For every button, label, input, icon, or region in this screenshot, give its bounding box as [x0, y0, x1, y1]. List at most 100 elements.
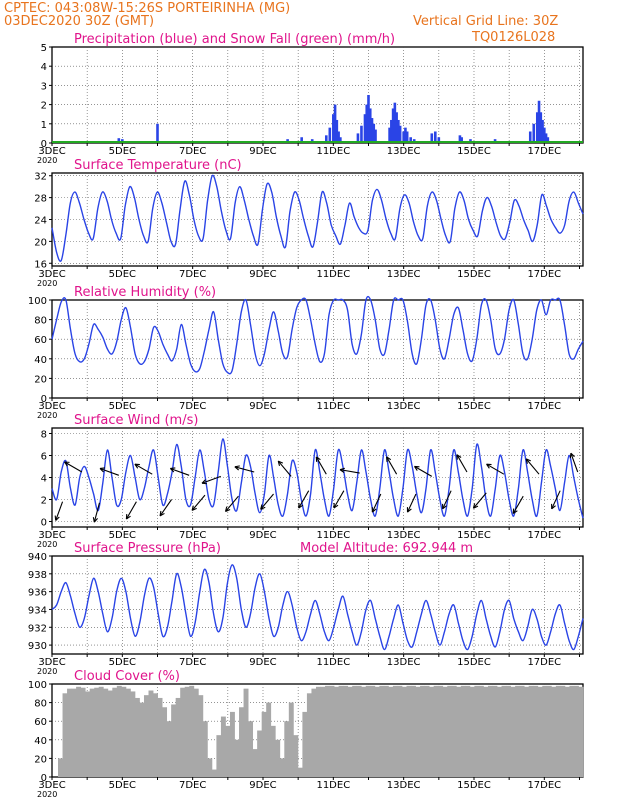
cloud-bar [338, 685, 344, 777]
cloud-bar [85, 691, 91, 777]
wind-arrowhead [570, 452, 575, 458]
precip-bar [368, 108, 372, 143]
precip-bar [370, 118, 374, 143]
wind-arrowhead [371, 508, 377, 513]
precip-bar [398, 125, 402, 143]
x-tick-label: 15DEC [457, 146, 491, 157]
wind-arrowhead [551, 505, 556, 510]
precip-bar [458, 135, 462, 143]
plot-frame [51, 299, 584, 399]
wind-vector [486, 463, 505, 475]
cloud-bar [497, 686, 502, 777]
wind-arrowhead [159, 512, 165, 517]
y-tick-label: 8 [41, 430, 47, 441]
x-tick-label: 15DEC [457, 401, 491, 412]
precip-bar [367, 95, 370, 143]
cloud-bar [320, 686, 326, 777]
wind-arrowhead [525, 458, 531, 462]
y-tick-label: 932 [28, 623, 47, 634]
precip-bar [528, 131, 532, 143]
wind-arrowhead [315, 456, 321, 461]
cloud-bar [388, 686, 394, 777]
y-tick-label: 934 [28, 605, 47, 616]
year-label: 2020 [37, 279, 57, 288]
wind-arrowhead [234, 466, 240, 471]
y-tick-label: 80 [34, 316, 47, 327]
wind-vector [201, 475, 221, 484]
y-tick-label: 2 [41, 496, 47, 507]
cloud-bar [157, 697, 163, 777]
precip-bar [339, 137, 342, 143]
y-tick-label: 20 [34, 237, 47, 248]
cloud-bar [542, 685, 548, 777]
wind-arrowhead [191, 507, 197, 511]
year-label: 2020 [37, 667, 57, 676]
panel-cloud: 3DEC 5DEC 7DEC 9DEC 11DEC 13DEC 15DEC 17DEC2020… [28, 669, 584, 799]
plot-frame [51, 46, 584, 144]
cloud-bar [98, 686, 104, 777]
wind-arrowhead [525, 458, 528, 464]
x-tick-label: 9DEC [249, 657, 276, 668]
x-tick-label: 7DEC [179, 146, 206, 157]
cloud-bar [148, 690, 154, 777]
cloud-bar [392, 685, 398, 777]
cloud-bar [546, 685, 552, 777]
x-tick-label: 7DEC [179, 269, 206, 280]
wind-vector [277, 460, 292, 477]
wind-arrowhead [442, 505, 447, 510]
wind-arrowhead [339, 469, 345, 473]
precip-bar [544, 133, 548, 143]
cloud-bar [288, 702, 294, 777]
y-tick-label: 3 [41, 81, 47, 92]
rh-line [51, 295, 584, 375]
x-tick-label: 11DEC [316, 269, 350, 280]
precip-bar [437, 137, 441, 143]
cloud-bar [207, 758, 213, 777]
precip-bar [537, 100, 541, 143]
y-tick-label: 32 [34, 172, 47, 183]
x-tick-label: 17DEC [527, 269, 561, 280]
y-tick-label: 40 [34, 355, 47, 366]
x-tick-label: 3DEC [38, 657, 65, 668]
wind-arrowhead [472, 503, 476, 509]
header: CPTEC: 043:08W-15:26S PORTEIRINHA (MG) 0… [4, 1, 558, 45]
precip-bar [156, 123, 159, 143]
cloud-bar [80, 687, 86, 777]
x-tick-label: 9DEC [249, 401, 276, 412]
wind-arrowhead [339, 467, 345, 471]
cloud-bar [492, 685, 498, 777]
cloud-bar [533, 685, 539, 777]
wind-vector [473, 492, 487, 509]
cloud-bar [266, 702, 272, 777]
cloud-bar [370, 685, 376, 777]
wind-vector [339, 469, 360, 474]
cloud-bar [524, 686, 530, 777]
precip-bar [535, 112, 539, 143]
precip-bar [356, 133, 360, 143]
precip-bar [390, 119, 393, 143]
cloud-bar [501, 685, 507, 777]
x-tick-label: 11DEC [316, 657, 350, 668]
x-tick-label: 17DEC [527, 401, 561, 412]
x-tick-label: 17DEC [527, 530, 561, 541]
wind-arrowhead [201, 482, 208, 485]
y-tick-label: 60 [34, 717, 47, 728]
cloud-bar [297, 767, 303, 777]
precip-bar [333, 104, 337, 143]
wind-vector [551, 490, 561, 510]
precip-bar [391, 108, 395, 143]
cloud-bar [325, 685, 330, 777]
x-tick-label: 3DEC [38, 146, 65, 157]
cloud-bar [211, 769, 217, 777]
x-tick-label: 5DEC [109, 530, 136, 541]
x-tick-label: 5DEC [109, 401, 136, 412]
x-tick-label: 13DEC [387, 269, 421, 280]
wind-vector [298, 490, 310, 509]
wind-arrowhead [456, 454, 462, 458]
cloud-bar [311, 688, 317, 777]
wind-arrowhead [569, 453, 572, 459]
header-grid-note: Vertical Grid Line: 30Z [413, 14, 558, 29]
cloud-bar [438, 685, 444, 777]
x-tick-label: 5DEC [109, 269, 136, 280]
